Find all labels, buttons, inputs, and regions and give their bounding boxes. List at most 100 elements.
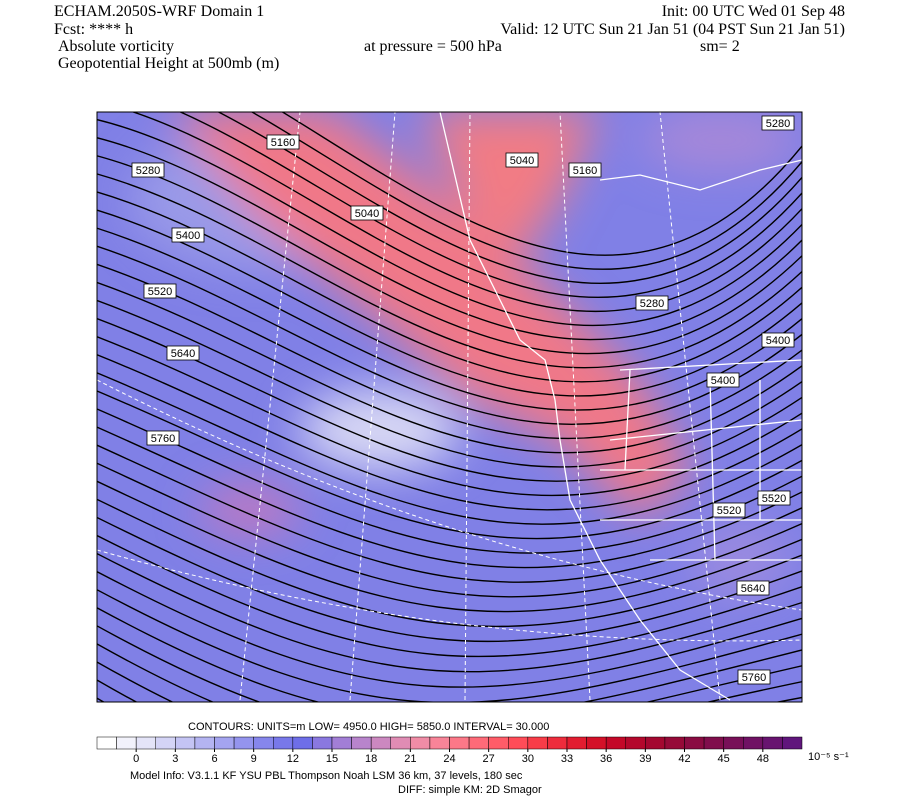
contour-line: [97, 498, 802, 628]
colorbar-tick-label: 21: [404, 753, 416, 765]
colorbar-swatch: [410, 736, 431, 750]
colorbar-swatch: [449, 736, 470, 750]
contour-label-box: [505, 152, 539, 168]
contour-label-box: [757, 490, 791, 506]
contour-line: [97, 263, 802, 440]
init-time: Init: 00 UTC Wed 01 Sep 48: [662, 3, 845, 20]
contour-lines: [97, 112, 802, 702]
colorbar-swatch: [351, 736, 372, 750]
colorbar-swatch: [214, 736, 235, 750]
colorbar-swatch: [743, 736, 764, 750]
contour-label: 5640: [171, 348, 195, 360]
colorbar-swatch: [508, 736, 529, 750]
colorbar-tick-label: 6: [211, 753, 217, 765]
colorbar-swatch: [605, 736, 627, 750]
contour-label-box: [635, 295, 669, 311]
contour-line: [97, 606, 802, 702]
contour-label: 5280: [766, 118, 790, 130]
colorbar-swatch: [116, 736, 137, 750]
valid-time: Valid: 12 UTC Sun 21 Jan 51 (04 PST Sun …: [500, 21, 845, 38]
contour-label-box: [166, 345, 200, 361]
diff-info: DIFF: simple KM: 2D Smagor: [398, 784, 542, 796]
colorbar-tick-label: 30: [522, 753, 534, 765]
contour-label-box: [131, 162, 165, 178]
colorbar-tick-label: 42: [678, 753, 690, 765]
colorbar-swatch: [684, 736, 705, 750]
colorbar-tick-label: 27: [483, 753, 495, 765]
contour-label: 5640: [741, 583, 765, 595]
contour-line: [97, 552, 802, 673]
contour-label-box: [146, 430, 180, 446]
colorbar-swatch: [703, 736, 724, 750]
contour-label: 5280: [640, 298, 664, 310]
colorbar-swatch: [233, 736, 254, 750]
colorbar-swatch: [253, 736, 274, 750]
forecast: Fcst: **** h: [54, 21, 133, 38]
colorbar-tick-label: 18: [365, 753, 377, 765]
contour-line: [97, 119, 802, 327]
colorbar-swatch: [468, 736, 489, 750]
colorbar-tick-label: 12: [287, 753, 299, 765]
contour-line: [97, 570, 802, 688]
contour-line: [178, 112, 802, 298]
contour-line: [97, 625, 802, 702]
colorbar-tick-label: 39: [639, 753, 651, 765]
field-name: Geopotential Height at 500mb (m): [58, 55, 279, 72]
contour-line: [97, 390, 802, 540]
colorbar-tick-label: 0: [133, 753, 139, 765]
contour-line: [97, 588, 802, 702]
colorbar-tick-label: 9: [251, 753, 257, 765]
contour-line: [97, 137, 802, 341]
colorbar-swatch: [331, 736, 352, 750]
colorbar-swatch: [664, 736, 685, 750]
contour-label: 5160: [573, 165, 597, 177]
contour-line: [250, 112, 802, 270]
model-title: ECHAM.2050S-WRF Domain 1: [54, 3, 264, 20]
colorbar-swatch: [547, 736, 568, 750]
colorbar-swatch: [566, 736, 587, 750]
graticule: [97, 112, 802, 701]
colorbar-swatch: [762, 736, 783, 750]
colorbar-swatch: [723, 736, 744, 750]
colorbar-tick-label: 24: [443, 753, 455, 765]
contour-labels: 5160 5280 5400 5520 5640 5760 5040 5040 5160 5280…: [131, 115, 795, 685]
contour-label: 5400: [176, 230, 200, 242]
contour-label: 5160: [271, 137, 295, 149]
model-info: Model Info: V3.1.1 KF YSU PBL Thompson N…: [130, 770, 523, 782]
contour-line: [131, 112, 802, 312]
colorbar-tick-label: 36: [600, 753, 612, 765]
colorbar-swatch: [370, 736, 391, 750]
colorbar-swatch: [782, 736, 803, 750]
map-frame: [96, 111, 803, 703]
contour-line: [97, 227, 802, 411]
colorbar-swatch: [586, 736, 607, 750]
contour-info: CONTOURS: UNITS=m LOW= 4950.0 HIGH= 5850…: [188, 721, 549, 733]
contour-line: [97, 281, 802, 454]
colorbar-swatch: [527, 736, 548, 750]
contour-line: [97, 534, 802, 658]
colorbar-tick-label: 45: [718, 753, 730, 765]
contour-label: 5400: [711, 375, 735, 387]
contour-line: [97, 209, 802, 397]
contour-label-box: [761, 115, 795, 131]
contour-line: [217, 112, 802, 284]
colorbar-tick-label: 15: [326, 753, 338, 765]
colorbar-swatch: [625, 736, 646, 750]
colorbar-swatch: [273, 736, 294, 750]
colorbar-swatch: [292, 736, 313, 750]
colorbar-swatch: [96, 736, 117, 750]
contour-line: [281, 112, 802, 256]
colorbar-swatch: [155, 736, 176, 750]
contour-line: [97, 155, 802, 355]
contour-label: 5280: [136, 165, 160, 177]
contour-label-box: [350, 205, 384, 221]
map: 5160 5280 5400 5520 5640 5760 5040 5040 5160 5280…: [97, 112, 802, 702]
contour-label-box: [706, 372, 740, 388]
colorbar-swatch: [135, 736, 157, 750]
colorbar-swatch: [488, 736, 509, 750]
contour-line: [97, 408, 802, 554]
colorbar-tick-label: 48: [757, 753, 769, 765]
field-name: Absolute vorticity: [58, 38, 174, 55]
